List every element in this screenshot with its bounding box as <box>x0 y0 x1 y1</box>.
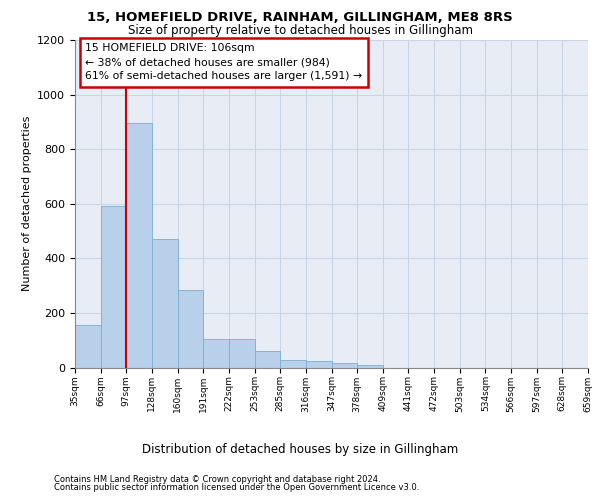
Bar <box>254 350 280 368</box>
Bar <box>331 364 357 368</box>
Text: Contains public sector information licensed under the Open Government Licence v3: Contains public sector information licen… <box>54 483 419 492</box>
Bar <box>75 325 101 368</box>
Bar <box>280 360 306 368</box>
Bar <box>178 290 203 368</box>
Y-axis label: Number of detached properties: Number of detached properties <box>22 116 32 292</box>
Bar <box>229 340 254 367</box>
Bar <box>203 340 229 367</box>
Bar <box>127 123 152 368</box>
Bar <box>101 206 127 368</box>
Bar <box>357 365 383 368</box>
Text: 15 HOMEFIELD DRIVE: 106sqm
← 38% of detached houses are smaller (984)
61% of sem: 15 HOMEFIELD DRIVE: 106sqm ← 38% of deta… <box>85 44 362 82</box>
Bar <box>152 239 178 368</box>
Text: 15, HOMEFIELD DRIVE, RAINHAM, GILLINGHAM, ME8 8RS: 15, HOMEFIELD DRIVE, RAINHAM, GILLINGHAM… <box>87 11 513 24</box>
Bar <box>306 362 331 368</box>
Text: Distribution of detached houses by size in Gillingham: Distribution of detached houses by size … <box>142 442 458 456</box>
Text: Contains HM Land Registry data © Crown copyright and database right 2024.: Contains HM Land Registry data © Crown c… <box>54 475 380 484</box>
Text: Size of property relative to detached houses in Gillingham: Size of property relative to detached ho… <box>128 24 473 37</box>
